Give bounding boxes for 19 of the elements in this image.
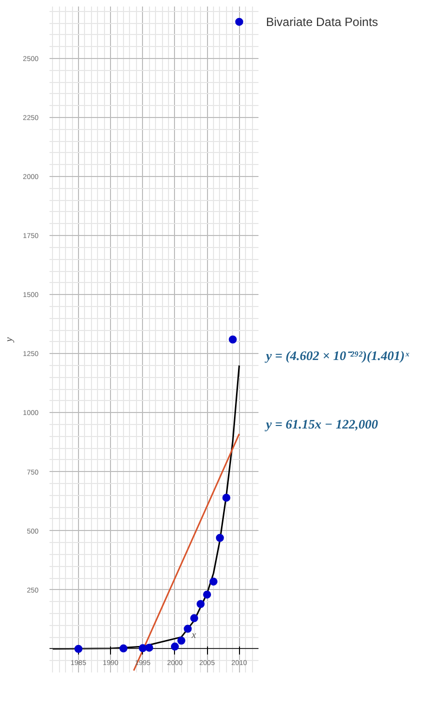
point (170, 642, 179, 651)
point (235, 18, 244, 26)
point (196, 600, 205, 608)
x-axis-title: x (190, 630, 197, 641)
point (203, 590, 212, 599)
point (209, 578, 218, 586)
y-axis-title: y (4, 336, 15, 343)
point (119, 644, 128, 652)
point (222, 494, 230, 502)
point (190, 614, 198, 622)
point (184, 624, 192, 633)
point (145, 644, 154, 652)
text: y = 61.15x − 122,000 (264, 416, 379, 432)
point (74, 644, 82, 653)
point (216, 534, 224, 542)
text: y = (4.602 × 10⁻²⁹²)(1.401)ˣ (264, 348, 410, 363)
series-label: Bivariate Data Points (266, 14, 378, 29)
point (177, 636, 186, 645)
point (228, 336, 237, 344)
